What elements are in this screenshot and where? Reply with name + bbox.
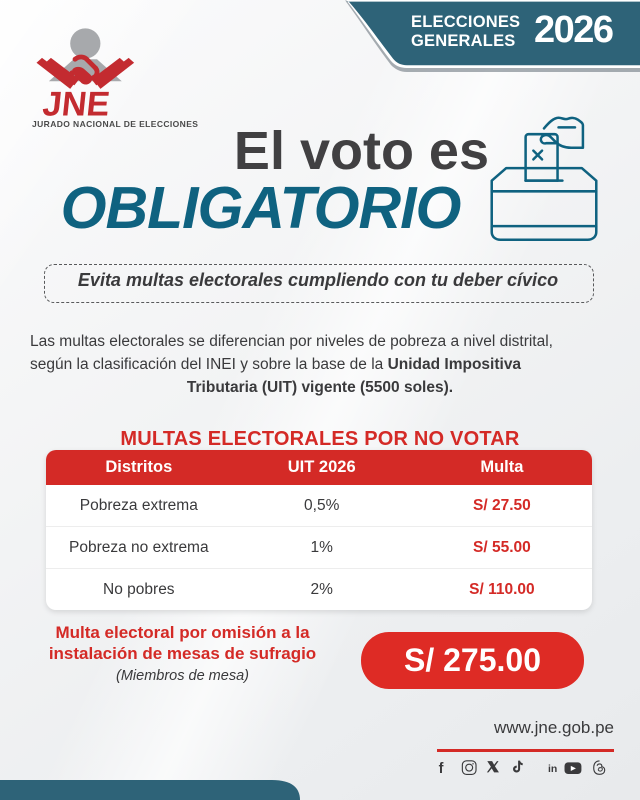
svg-text:JNE: JNE bbox=[41, 86, 112, 124]
svg-text:f: f bbox=[439, 761, 444, 777]
svg-text:in: in bbox=[548, 764, 557, 775]
